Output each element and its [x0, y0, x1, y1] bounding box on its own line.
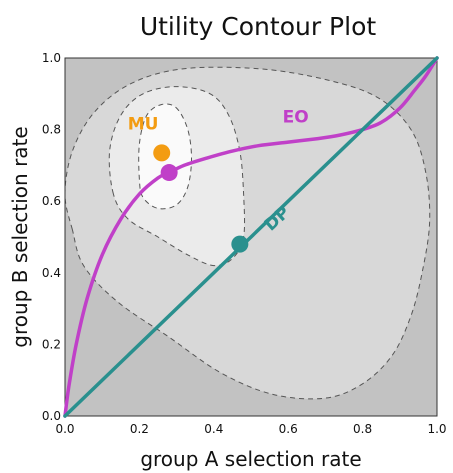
contour-line-2 — [108, 86, 246, 267]
x-tick-label: 0.8 — [353, 422, 372, 436]
y-tick-label: 1.0 — [42, 51, 61, 65]
markers — [153, 144, 249, 253]
series-lines — [63, 56, 439, 418]
marker-eo-point — [160, 164, 178, 182]
marker-dp-point — [231, 235, 249, 253]
annotation-eo: EO — [283, 107, 309, 127]
contour-line-3 — [138, 103, 193, 210]
x-axis-ticks: 0.0 0.2 0.4 0.6 0.8 1.0 — [55, 422, 446, 436]
annotation-mu: MU — [128, 115, 159, 135]
y-tick-label: 0.0 — [42, 409, 61, 423]
chart-title: Utility Contour Plot — [140, 12, 377, 41]
x-tick-label: 0.4 — [204, 422, 223, 436]
y-tick-label: 0.4 — [42, 266, 61, 280]
y-axis-label: group B selection rate — [8, 126, 32, 347]
plot-frame — [64, 57, 438, 417]
marker-mu — [153, 144, 171, 162]
contour-line-1 — [64, 66, 431, 400]
x-tick-label: 0.2 — [130, 422, 149, 436]
x-axis-label: group A selection rate — [140, 447, 361, 471]
x-tick-label: 0.6 — [279, 422, 298, 436]
series-eo-line — [63, 56, 439, 418]
x-tick-label: 0.0 — [55, 422, 74, 436]
y-tick-label: 0.6 — [42, 194, 61, 208]
y-tick-label: 0.2 — [42, 337, 61, 351]
x-tick-label: 1.0 — [427, 422, 446, 436]
series-dp-line — [63, 56, 439, 418]
y-tick-label: 0.8 — [42, 123, 61, 137]
y-axis-ticks: 0.0 0.2 0.4 0.6 0.8 1.0 — [42, 51, 61, 423]
contour-lines — [64, 66, 431, 400]
